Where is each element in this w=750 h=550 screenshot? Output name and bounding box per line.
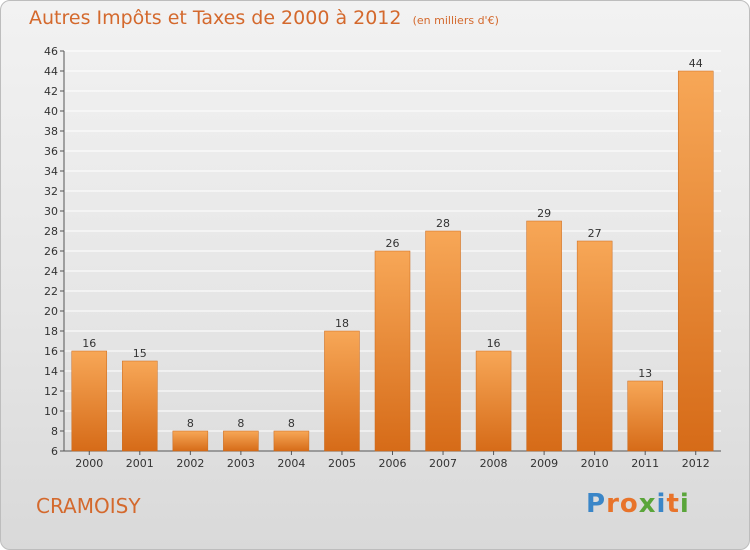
x-tick-label: 2000 xyxy=(75,457,103,470)
bar xyxy=(374,250,411,452)
logo-letter: P xyxy=(586,489,607,519)
y-tick-label: 22 xyxy=(44,285,58,298)
x-tick-label: 2008 xyxy=(480,457,508,470)
y-tick-label: 20 xyxy=(44,305,58,318)
x-tick-label: 2007 xyxy=(429,457,457,470)
data-label: 8 xyxy=(288,417,295,430)
x-tick-label: 2010 xyxy=(581,457,609,470)
data-label: 26 xyxy=(386,237,400,250)
logo-letter: x xyxy=(638,489,657,519)
chart-subtitle: (en milliers d'€) xyxy=(412,14,499,27)
y-tick-label: 16 xyxy=(44,345,58,358)
bar xyxy=(627,380,663,452)
bar xyxy=(172,430,209,452)
data-label: 18 xyxy=(335,317,349,330)
y-tick-label: 36 xyxy=(44,145,58,158)
bar xyxy=(71,350,108,452)
proxiti-logo: Proxiti xyxy=(586,489,690,519)
x-tick-label: 2002 xyxy=(176,457,204,470)
bar xyxy=(677,70,714,452)
y-tick-label: 30 xyxy=(44,205,58,218)
y-tick-label: 28 xyxy=(44,225,58,238)
x-tick-label: 2011 xyxy=(631,457,659,470)
y-tick-label: 34 xyxy=(44,165,58,178)
y-tick-label: 8 xyxy=(51,425,58,438)
bar xyxy=(425,230,461,452)
y-tick-label: 14 xyxy=(44,365,58,378)
y-tick-label: 10 xyxy=(44,405,58,418)
commune-name: CRAMOISY xyxy=(36,494,141,518)
x-tick-label: 2005 xyxy=(328,457,356,470)
bar xyxy=(576,240,613,452)
chart-title: Autres Impôts et Taxes de 2000 à 2012 xyxy=(29,7,402,29)
logo-letter: t xyxy=(666,489,680,519)
y-tick-label: 26 xyxy=(44,245,58,258)
data-label: 29 xyxy=(537,207,551,220)
data-label: 27 xyxy=(588,227,602,240)
y-tick-label: 6 xyxy=(51,445,58,458)
logo-letter: i xyxy=(679,489,690,519)
y-tick-label: 42 xyxy=(44,85,58,98)
data-label: 13 xyxy=(638,367,652,380)
x-tick-label: 2009 xyxy=(530,457,558,470)
x-tick-label: 2012 xyxy=(682,457,710,470)
logo-letter: o xyxy=(619,489,639,519)
logo-letter: r xyxy=(606,489,620,519)
data-label: 44 xyxy=(689,57,703,70)
bar xyxy=(273,430,310,452)
y-tick-label: 44 xyxy=(44,65,58,78)
y-tick-label: 12 xyxy=(44,385,58,398)
data-label: 8 xyxy=(237,417,244,430)
y-tick-label: 46 xyxy=(44,45,58,58)
bar xyxy=(324,330,360,452)
x-tick-label: 2004 xyxy=(277,457,305,470)
bar xyxy=(475,350,512,452)
bar xyxy=(122,360,158,452)
y-tick-label: 40 xyxy=(44,105,58,118)
y-tick-label: 38 xyxy=(44,125,58,138)
bar xyxy=(526,220,562,452)
data-label: 16 xyxy=(82,337,96,350)
y-tick-label: 18 xyxy=(44,325,58,338)
data-label: 28 xyxy=(436,217,450,230)
data-label: 8 xyxy=(187,417,194,430)
x-tick-label: 2006 xyxy=(379,457,407,470)
bar xyxy=(223,430,259,452)
x-tick-label: 2001 xyxy=(126,457,154,470)
x-tick-label: 2003 xyxy=(227,457,255,470)
data-label: 16 xyxy=(487,337,501,350)
chart-title-block: Autres Impôts et Taxes de 2000 à 2012 (e… xyxy=(29,7,499,29)
logo-letter: i xyxy=(656,489,667,519)
y-tick-label: 24 xyxy=(44,265,58,278)
data-label: 15 xyxy=(133,347,147,360)
y-tick-label: 32 xyxy=(44,185,58,198)
